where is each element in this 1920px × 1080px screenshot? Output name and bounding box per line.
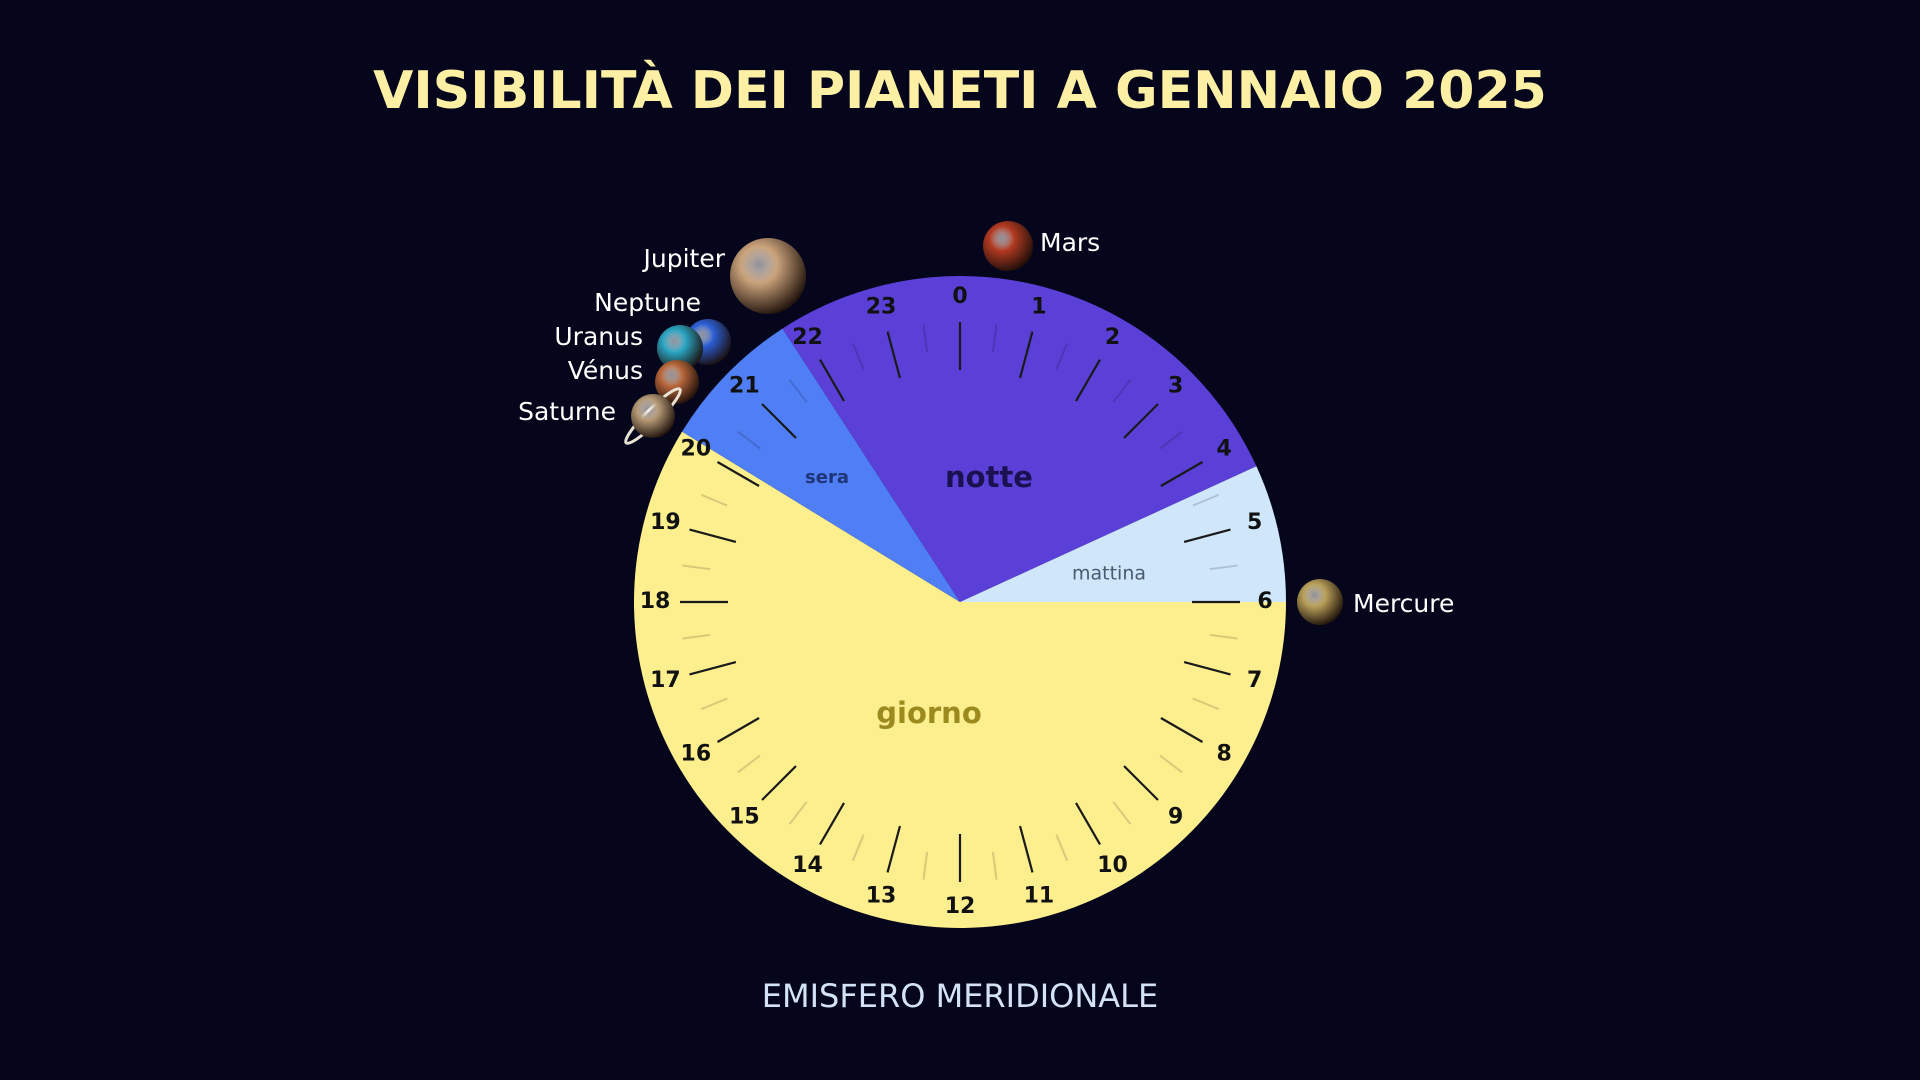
hour-label: 11 — [1024, 884, 1055, 909]
hour-tick — [819, 358, 845, 402]
half-hour-tick — [682, 633, 711, 640]
segment-label: sera — [805, 467, 849, 488]
hour-tick — [1183, 528, 1231, 544]
hour-label: 17 — [650, 668, 681, 693]
hour-label: 23 — [866, 294, 897, 319]
clock-dial: 0 1234567891011121314151617181920212223no… — [633, 276, 1286, 928]
hour-tick — [1075, 802, 1101, 846]
hour-tick — [886, 331, 902, 379]
hour-tick — [1018, 331, 1034, 379]
hour-tick — [819, 802, 845, 846]
hour-label: 22 — [792, 325, 823, 350]
half-hour-tick — [922, 324, 929, 353]
hour-label: 6 — [1257, 589, 1272, 614]
segment-label: giorno — [876, 696, 982, 730]
planet-label: Neptune — [594, 288, 701, 317]
hour-label: 0 — [952, 284, 967, 309]
hour-label: 12 — [945, 894, 976, 919]
hour-tick — [761, 765, 797, 801]
segment — [960, 466, 1286, 602]
planets: Mars Jupiter Neptune Uranus Vénus Saturne Merc… — [518, 221, 1454, 625]
hour-tick — [886, 825, 902, 873]
hour-tick — [1123, 403, 1159, 439]
planet-label: Mars — [1040, 228, 1100, 257]
half-hour-tick — [851, 342, 865, 370]
half-hour-tick — [1192, 493, 1220, 507]
hour-label: 16 — [681, 742, 712, 767]
hour-tick — [1123, 765, 1159, 801]
planet-label: Saturne — [518, 397, 616, 426]
half-hour-tick — [1055, 342, 1069, 370]
hour-tick — [689, 660, 737, 676]
half-hour-tick — [737, 430, 761, 450]
planet — [730, 238, 806, 314]
segment-label: mattina — [1072, 563, 1146, 585]
hour-label: 2 — [1105, 325, 1120, 350]
hour-tick — [1018, 825, 1034, 873]
subtitle: EMISFERO MERIDIONALE — [762, 977, 1158, 1015]
half-hour-tick — [1159, 754, 1183, 774]
planet-label: Vénus — [568, 356, 643, 385]
hour-label: 18 — [640, 589, 671, 614]
half-hour-tick — [1112, 379, 1132, 403]
segment — [633, 431, 1286, 928]
hour-tick — [716, 717, 760, 743]
half-hour-tick — [1159, 430, 1183, 450]
half-hour-tick — [922, 851, 929, 880]
planet — [655, 360, 699, 404]
segment-label: notte — [945, 460, 1033, 494]
hour-label: 8 — [1216, 742, 1231, 767]
half-hour-tick — [991, 324, 998, 353]
hour-label: 21 — [729, 373, 760, 398]
half-hour-tick — [1192, 697, 1220, 711]
hour-label: 9 — [1168, 805, 1183, 830]
hour-label: 15 — [729, 805, 760, 830]
hour-tick — [1183, 660, 1231, 676]
half-hour-tick — [700, 697, 728, 711]
hour-label: 3 — [1168, 373, 1183, 398]
planet — [631, 394, 675, 438]
half-hour-tick — [788, 801, 808, 825]
hour-tick — [1160, 717, 1204, 743]
hour-label: 14 — [792, 853, 823, 878]
hour-tick — [1075, 358, 1101, 402]
planet — [657, 325, 703, 371]
hour-label: 4 — [1216, 437, 1231, 462]
half-hour-tick — [1209, 564, 1238, 571]
planet — [983, 221, 1033, 271]
hour-label: 19 — [650, 510, 681, 535]
planet-label: Mercure — [1353, 589, 1454, 618]
segment — [682, 328, 960, 602]
hour-tick — [716, 461, 760, 487]
hour-label: 10 — [1097, 853, 1128, 878]
hour-tick — [1160, 461, 1204, 487]
hour-label: 20 — [681, 437, 712, 462]
segment — [782, 276, 1257, 602]
half-hour-tick — [991, 851, 998, 880]
half-hour-tick — [737, 754, 761, 774]
half-hour-tick — [1209, 633, 1238, 640]
half-hour-tick — [788, 379, 808, 403]
half-hour-tick — [682, 564, 711, 571]
half-hour-tick — [851, 834, 865, 862]
hour-tick — [761, 403, 797, 439]
hour-label: 1 — [1031, 294, 1046, 319]
planet-label: Uranus — [554, 322, 643, 351]
half-hour-tick — [1112, 801, 1132, 825]
title: VISIBILITÀ DEI PIANETI A GENNAIO 2025 — [373, 60, 1547, 121]
hour-tick — [689, 528, 737, 544]
hour-label: 13 — [866, 884, 897, 909]
hour-label: 5 — [1247, 510, 1262, 535]
hour-label: 7 — [1247, 668, 1262, 693]
planet — [1297, 579, 1343, 625]
half-hour-tick — [1055, 834, 1069, 862]
half-hour-tick — [700, 493, 728, 507]
planet-label: Jupiter — [642, 244, 726, 273]
